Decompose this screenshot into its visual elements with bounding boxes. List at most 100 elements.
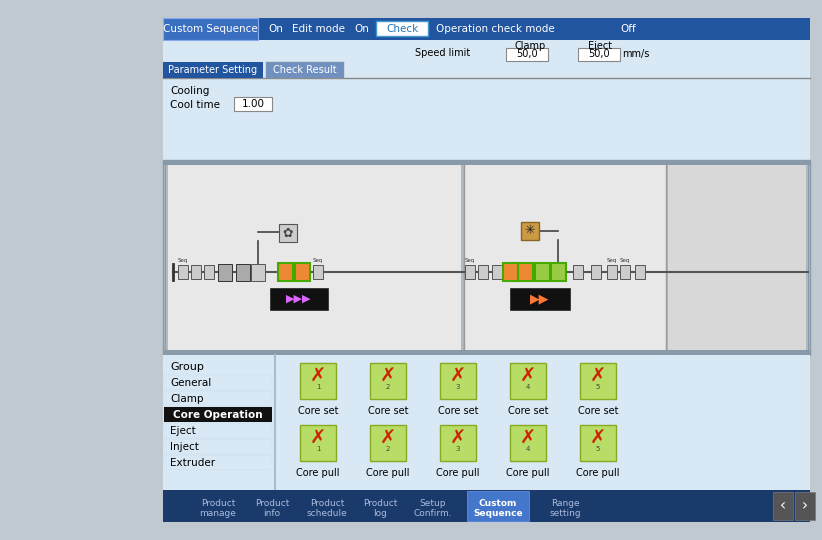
Text: setting: setting xyxy=(549,509,581,518)
Text: Eject: Eject xyxy=(170,426,196,436)
Text: Seq: Seq xyxy=(178,258,188,263)
Text: Core pull: Core pull xyxy=(296,468,339,478)
Text: ✳: ✳ xyxy=(524,225,535,238)
Bar xyxy=(204,265,214,279)
Text: Core set: Core set xyxy=(367,406,409,416)
Text: ✗: ✗ xyxy=(520,367,536,386)
Bar xyxy=(808,162,809,353)
Text: On: On xyxy=(354,24,369,34)
Bar xyxy=(440,363,476,399)
Text: ✗: ✗ xyxy=(380,367,396,386)
Text: ✗: ✗ xyxy=(590,367,606,386)
Bar xyxy=(773,492,793,520)
Bar xyxy=(591,265,601,279)
Text: Range: Range xyxy=(551,499,580,508)
Text: log: log xyxy=(373,509,387,518)
Text: 3: 3 xyxy=(455,384,460,390)
Bar xyxy=(0,0,163,540)
Bar xyxy=(164,391,272,406)
Bar xyxy=(163,18,810,522)
Bar xyxy=(279,224,297,242)
Bar xyxy=(370,425,406,461)
Text: 2: 2 xyxy=(386,446,390,452)
Text: Check Result: Check Result xyxy=(273,65,337,75)
Bar xyxy=(465,265,475,279)
Bar xyxy=(370,363,406,399)
Text: manage: manage xyxy=(200,509,237,518)
Text: Inject: Inject xyxy=(170,442,199,452)
Bar xyxy=(234,97,272,111)
Bar xyxy=(620,265,630,279)
Bar xyxy=(300,363,336,399)
Text: 2: 2 xyxy=(386,384,390,390)
Bar xyxy=(376,21,428,36)
Text: Clamp: Clamp xyxy=(170,394,204,404)
Text: Core pull: Core pull xyxy=(436,468,480,478)
Bar xyxy=(165,162,166,353)
Bar xyxy=(300,425,336,461)
Bar xyxy=(440,425,476,461)
Text: Check: Check xyxy=(386,24,418,34)
Text: Seq: Seq xyxy=(620,258,630,263)
Bar xyxy=(163,18,258,40)
Text: Custom Sequence: Custom Sequence xyxy=(163,24,257,34)
Text: 1: 1 xyxy=(316,446,321,452)
Text: 3: 3 xyxy=(455,446,460,452)
Bar xyxy=(163,160,810,355)
Text: 5: 5 xyxy=(596,384,600,390)
Text: Extruder: Extruder xyxy=(170,458,215,468)
Text: Seq: Seq xyxy=(607,258,617,263)
Text: 5: 5 xyxy=(596,446,600,452)
Bar xyxy=(218,264,232,281)
Text: ✗: ✗ xyxy=(590,429,606,448)
Text: ›: › xyxy=(802,498,808,514)
Bar xyxy=(178,265,188,279)
Bar xyxy=(635,265,645,279)
Bar xyxy=(795,492,815,520)
Text: General: General xyxy=(170,378,211,388)
Bar xyxy=(580,363,616,399)
Text: Off: Off xyxy=(620,24,635,34)
Bar xyxy=(163,355,810,520)
Bar xyxy=(467,491,529,521)
Bar xyxy=(578,48,620,61)
Text: Core set: Core set xyxy=(578,406,618,416)
Text: 50,0: 50,0 xyxy=(516,49,538,59)
Text: Operation check mode: Operation check mode xyxy=(436,24,555,34)
Bar xyxy=(535,263,550,281)
Bar xyxy=(510,363,546,399)
Text: Core pull: Core pull xyxy=(367,468,409,478)
Bar xyxy=(668,163,806,353)
Text: ‹: ‹ xyxy=(780,498,786,514)
Bar xyxy=(163,490,810,522)
Text: ✿: ✿ xyxy=(283,226,293,240)
Text: Core pull: Core pull xyxy=(576,468,620,478)
Bar xyxy=(163,355,273,520)
Bar xyxy=(191,265,201,279)
Text: ✗: ✗ xyxy=(380,429,396,448)
Bar xyxy=(295,263,310,281)
Bar xyxy=(163,62,263,78)
Text: ✗: ✗ xyxy=(450,429,466,448)
Text: Core set: Core set xyxy=(508,406,548,416)
Text: ▶▶▶: ▶▶▶ xyxy=(286,294,312,304)
Bar xyxy=(163,78,810,160)
Text: 4: 4 xyxy=(526,384,530,390)
Bar xyxy=(163,18,810,40)
Text: Seq: Seq xyxy=(313,258,323,263)
Text: Core set: Core set xyxy=(438,406,478,416)
Text: Speed limit: Speed limit xyxy=(415,48,470,58)
Bar xyxy=(163,62,810,78)
Bar xyxy=(270,288,328,310)
Text: ✗: ✗ xyxy=(310,429,326,448)
Bar xyxy=(478,265,488,279)
Text: Product: Product xyxy=(363,499,397,508)
Text: 1.00: 1.00 xyxy=(242,99,265,109)
Text: Eject: Eject xyxy=(588,41,612,51)
Bar xyxy=(164,423,272,438)
Text: Seq: Seq xyxy=(464,258,475,263)
Text: Edit mode: Edit mode xyxy=(292,24,345,34)
Text: Core set: Core set xyxy=(298,406,338,416)
Bar xyxy=(810,0,822,540)
Text: Clamp: Clamp xyxy=(515,41,546,51)
